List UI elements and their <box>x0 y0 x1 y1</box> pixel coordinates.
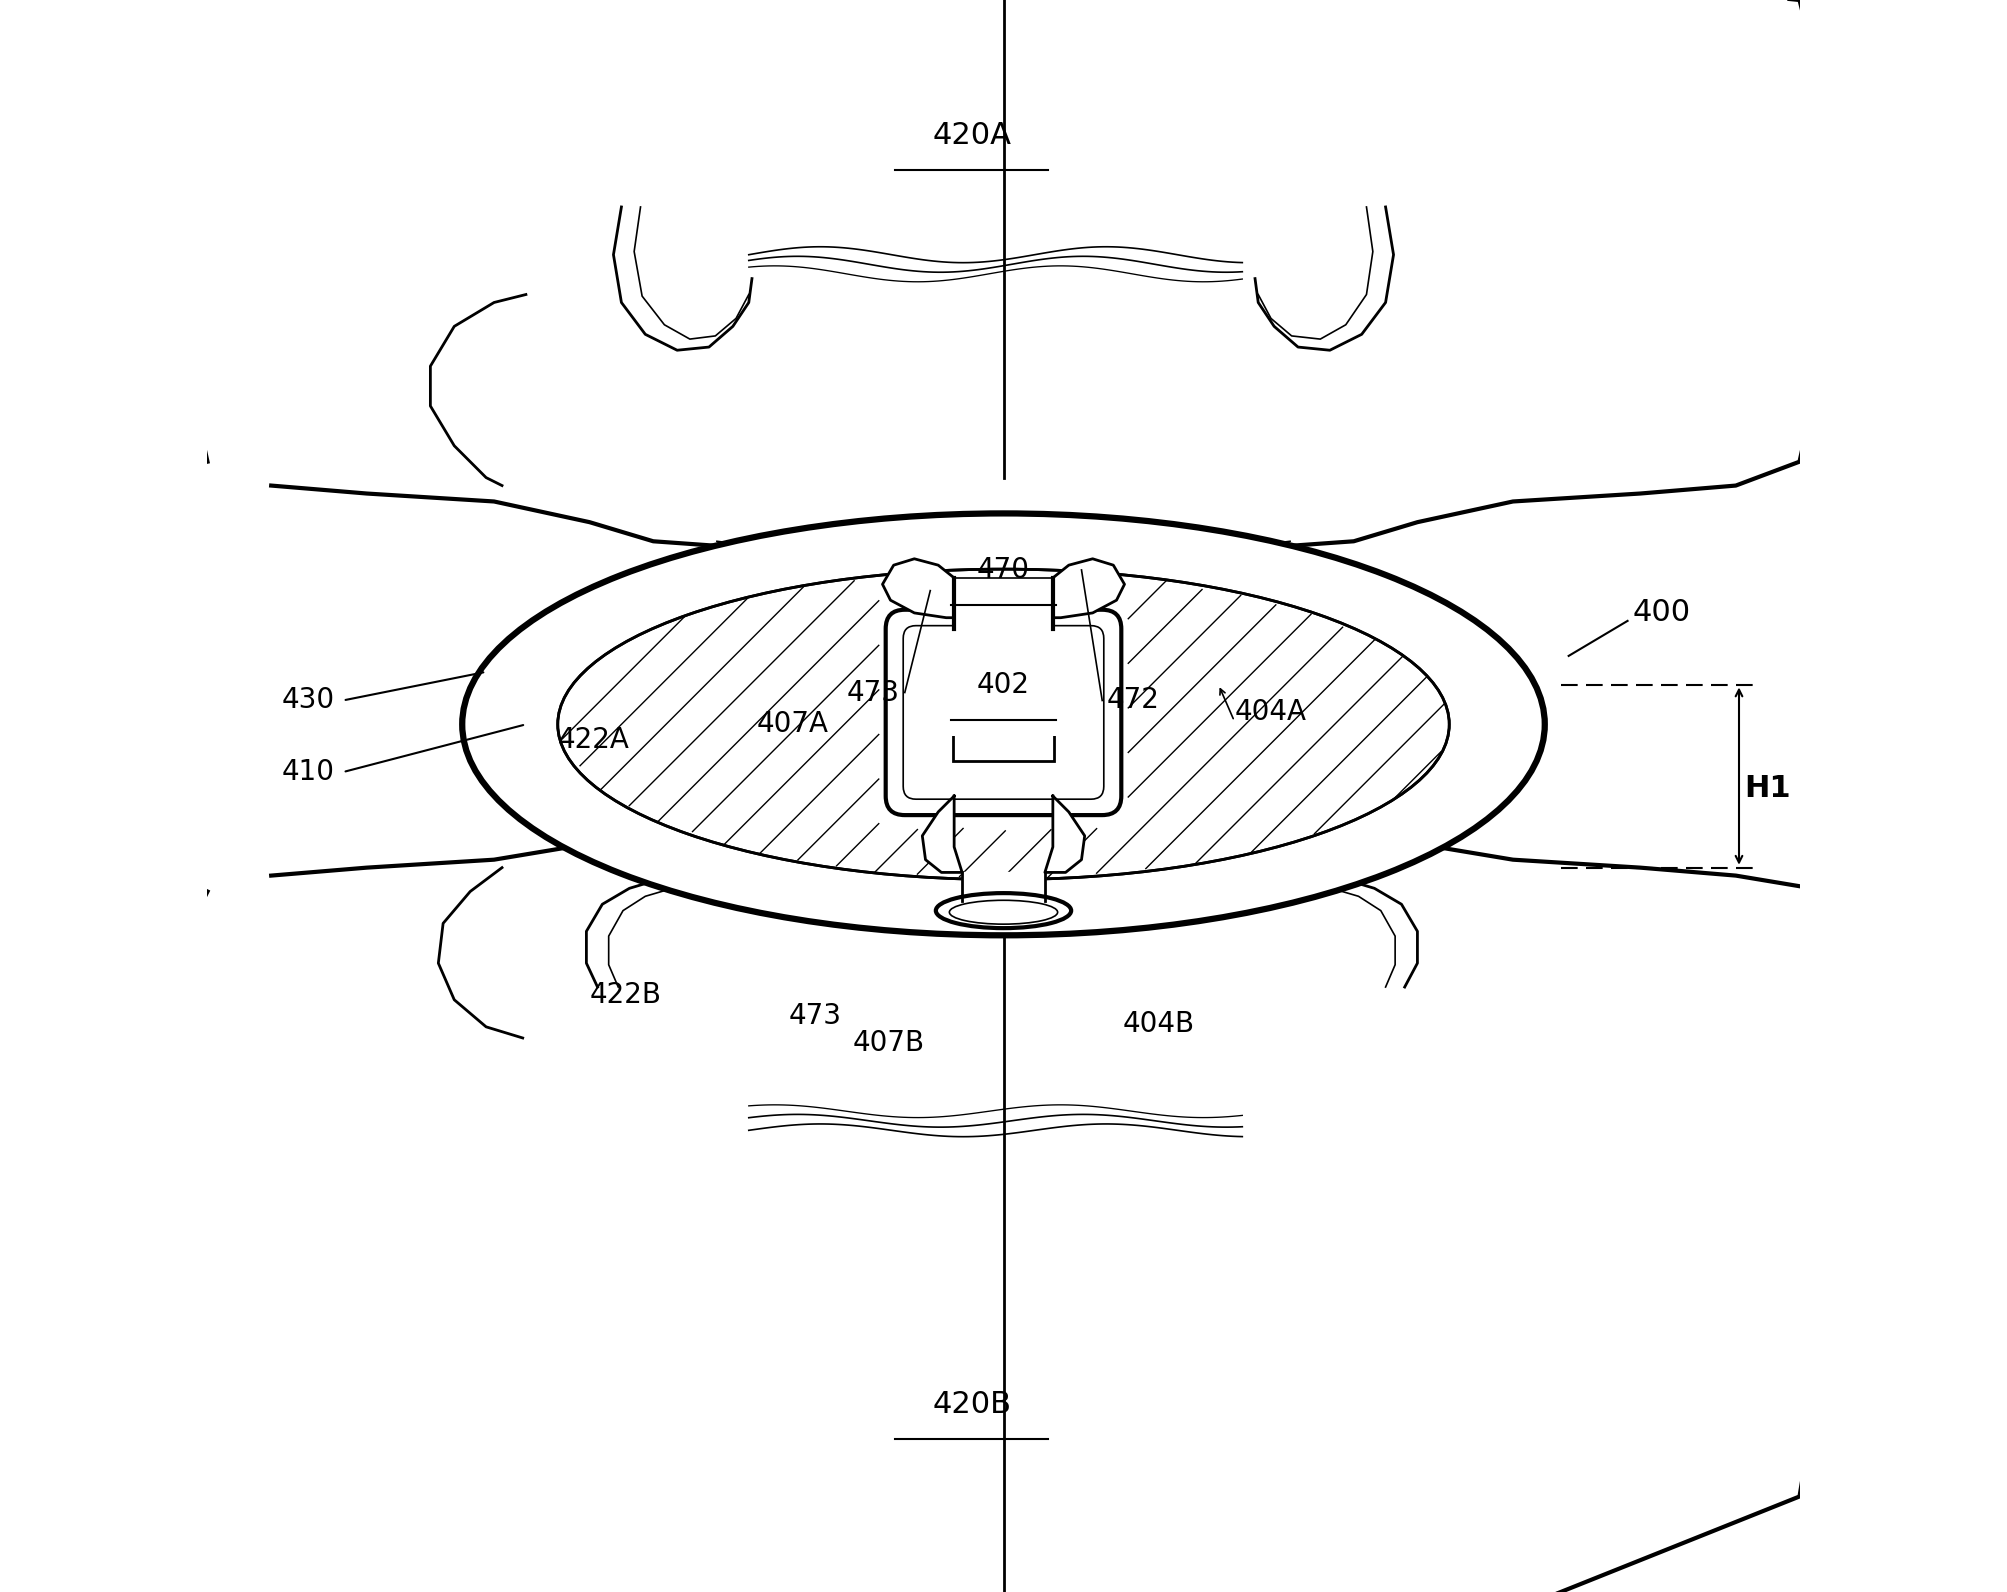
Bar <box>917 672 1090 736</box>
Polygon shape <box>177 820 1830 1592</box>
FancyBboxPatch shape <box>885 610 1122 815</box>
Polygon shape <box>953 578 1054 629</box>
Polygon shape <box>883 559 953 618</box>
Text: 430: 430 <box>281 686 335 715</box>
Text: 407A: 407A <box>757 710 829 739</box>
Bar <box>897 621 1110 804</box>
Polygon shape <box>961 872 1046 901</box>
Text: 420A: 420A <box>931 121 1012 150</box>
Text: H1: H1 <box>1744 774 1790 802</box>
FancyBboxPatch shape <box>903 626 1104 799</box>
Polygon shape <box>1046 796 1084 872</box>
Text: 470: 470 <box>977 556 1030 584</box>
Text: 472: 472 <box>1108 686 1160 715</box>
Text: 407B: 407B <box>853 1028 925 1057</box>
Polygon shape <box>923 796 961 872</box>
Text: 420B: 420B <box>931 1390 1012 1418</box>
Text: 473: 473 <box>847 678 899 707</box>
Text: 422A: 422A <box>558 726 630 755</box>
Ellipse shape <box>462 513 1545 935</box>
Polygon shape <box>1054 559 1124 618</box>
Ellipse shape <box>949 899 1058 923</box>
Ellipse shape <box>558 568 1449 879</box>
Text: 473: 473 <box>789 1001 841 1030</box>
Text: 404A: 404A <box>1234 697 1307 726</box>
Text: 422B: 422B <box>590 981 662 1009</box>
Text: 400: 400 <box>1632 599 1690 627</box>
Text: 402: 402 <box>977 670 1030 699</box>
Polygon shape <box>177 0 1830 554</box>
Ellipse shape <box>935 893 1072 928</box>
Bar <box>953 726 1054 761</box>
Text: 410: 410 <box>281 758 335 786</box>
Text: 404B: 404B <box>1122 1009 1194 1038</box>
